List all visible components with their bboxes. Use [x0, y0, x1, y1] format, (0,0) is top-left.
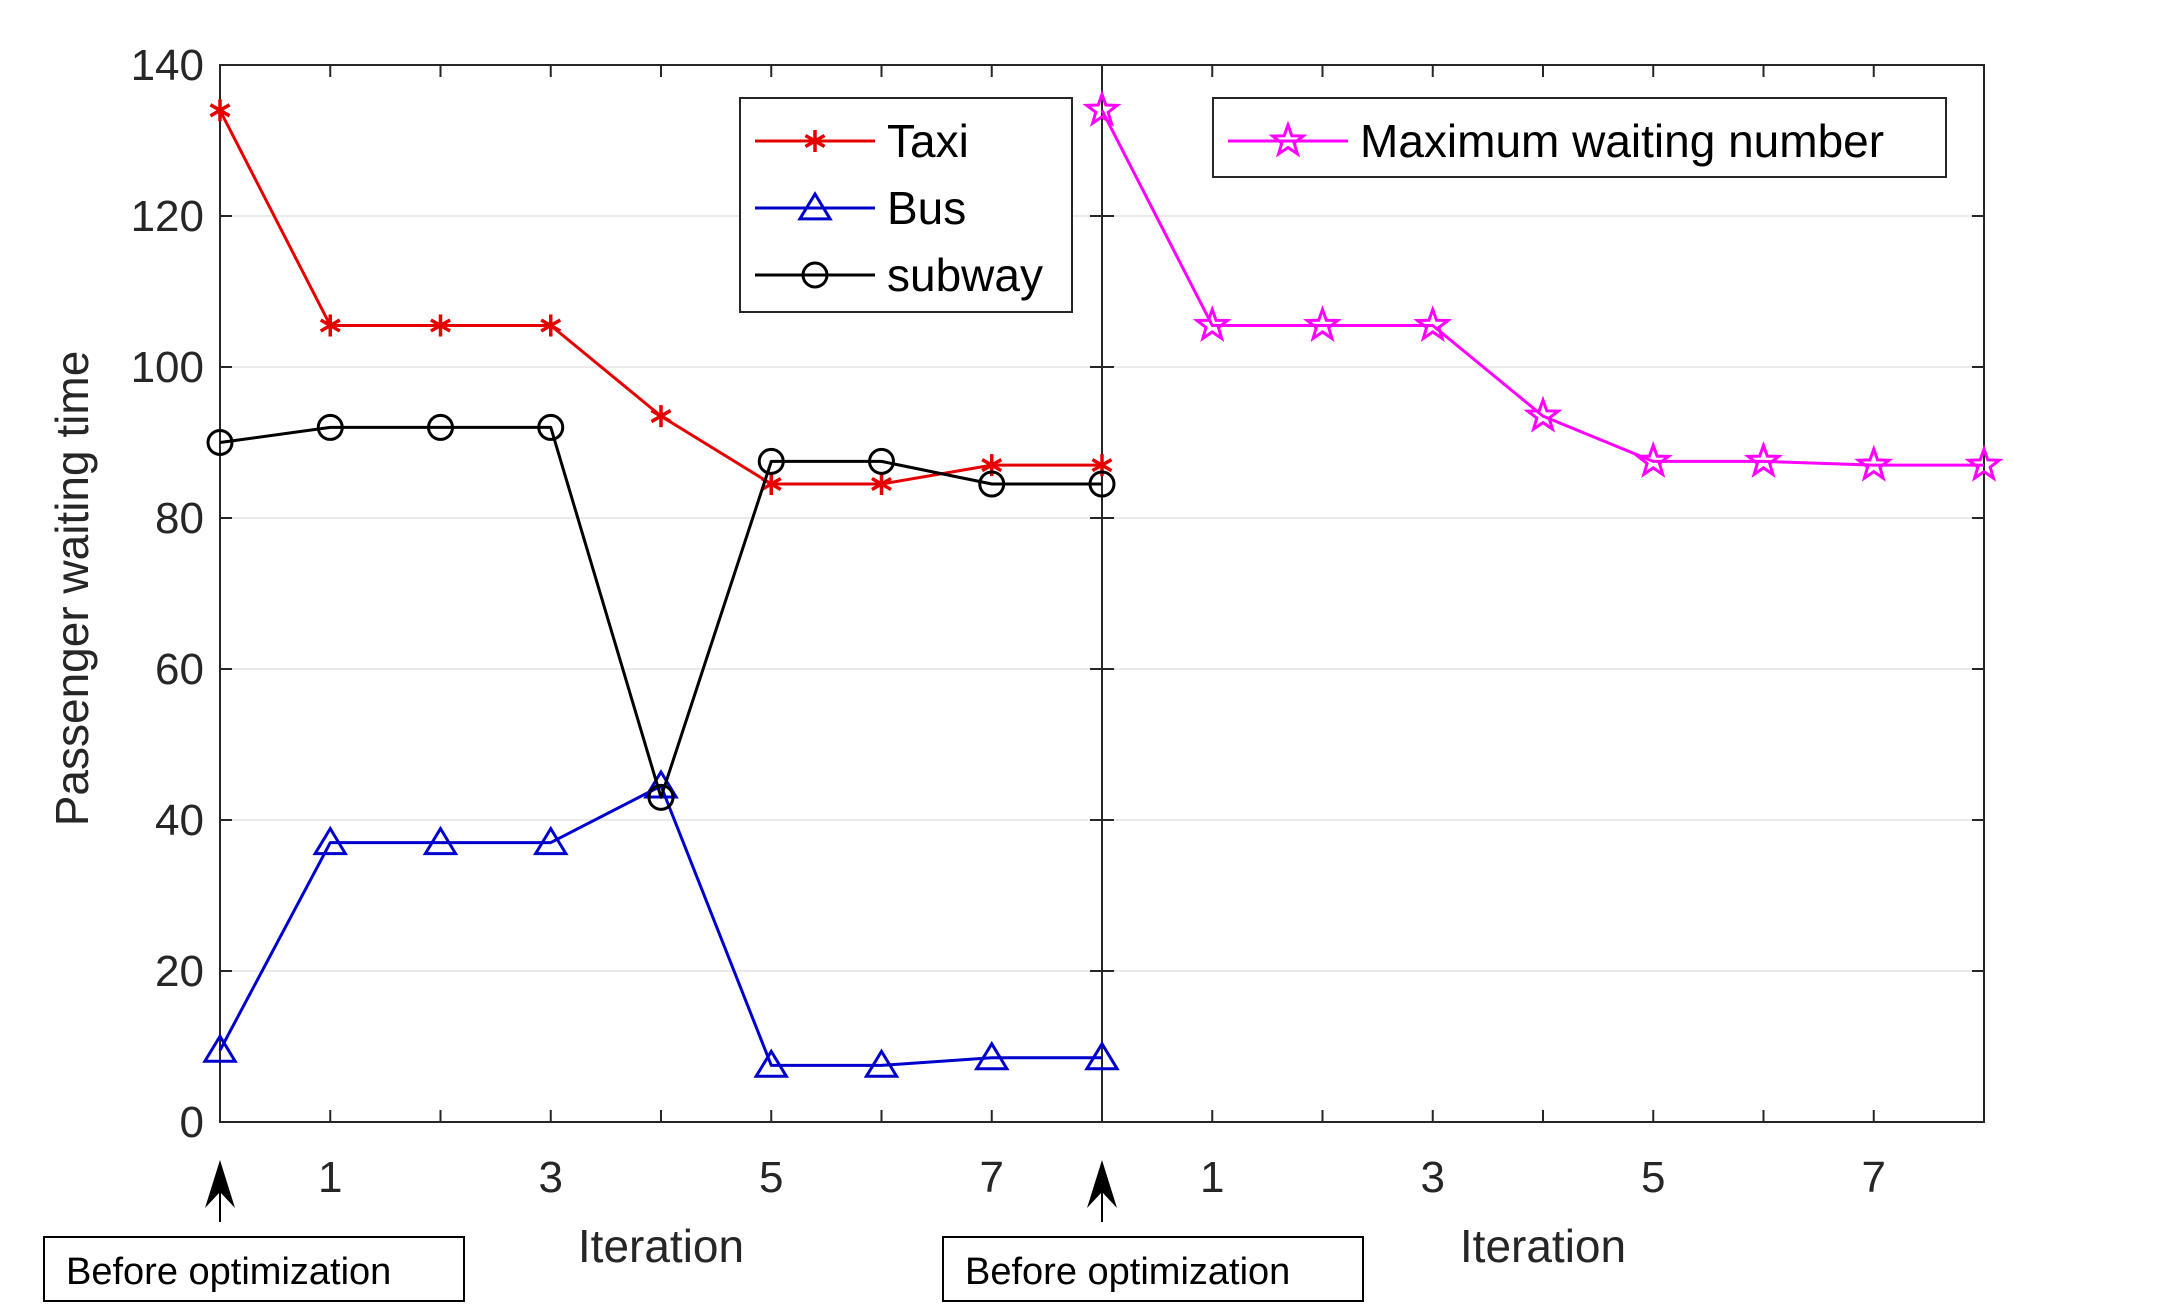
maximum-waiting-number-point — [1523, 395, 1563, 433]
right-panel-annotation: Before optimization — [942, 1160, 1364, 1302]
taxi-point — [319, 314, 341, 337]
y-tick-label: 60 — [155, 645, 204, 694]
y-tick-label: 140 — [131, 41, 204, 90]
taxi-point-strokes — [209, 99, 231, 122]
maximum-waiting-number-point — [1744, 440, 1783, 478]
subway-point — [206, 429, 234, 456]
bus-legend-marker — [797, 191, 833, 221]
taxi-point — [430, 314, 451, 337]
series-layer — [202, 89, 2004, 1078]
maximum-waiting-number-legend-label: Maximum waiting number — [1360, 115, 1884, 167]
left-panel-x-tick-label: 3 — [539, 1153, 563, 1202]
subway-point — [647, 783, 675, 811]
maximum-waiting-number-point — [1854, 444, 1894, 482]
subway-legend-marker — [801, 261, 829, 289]
subway-line — [219, 425, 1102, 799]
legend-layer: Taxi Bus subway Maximum waiting number — [739, 97, 1947, 313]
bus-point — [422, 825, 459, 856]
y-tick-label: 40 — [155, 796, 204, 845]
taxi-point-strokes — [540, 314, 562, 337]
bus-line — [218, 784, 1102, 1067]
y-tick-label: 20 — [155, 947, 204, 996]
bus-point — [863, 1048, 900, 1078]
maximum-waiting-number-legend-marker — [1268, 120, 1308, 158]
right-panel-x-tick-label: 3 — [1421, 1153, 1445, 1202]
left-panel-x-axis-title: Iteration — [578, 1220, 744, 1272]
taxi-point — [209, 99, 231, 122]
right-panel-x-tick-label: 7 — [1862, 1153, 1886, 1202]
right-panel-legend: Maximum waiting number — [1212, 97, 1947, 178]
y-tick-label: 100 — [131, 343, 204, 392]
right-panel-axes-box — [1101, 64, 1985, 1123]
left-panel-x-tick-label: 7 — [980, 1153, 1004, 1202]
subway-point — [427, 413, 454, 441]
left-panel-annotation-arrow-head — [205, 1160, 235, 1208]
y-tick-label: 80 — [155, 494, 204, 543]
maximum-waiting-number-point — [1192, 305, 1232, 343]
subway-point — [537, 413, 565, 441]
y-axis-title: Passenger waiting time — [46, 351, 98, 827]
right-panel-x-axis-title: Iteration — [1460, 1220, 1626, 1272]
right-panel-x-tick-label: 5 — [1641, 1153, 1665, 1202]
left-panel-x-tick-label: 5 — [759, 1153, 783, 1202]
subway-point — [868, 447, 895, 475]
left-panel-annotation-box — [43, 1236, 465, 1302]
bus-point — [312, 825, 349, 856]
taxi-legend-marker — [804, 130, 826, 152]
right-panel-legend-box — [1212, 97, 1947, 178]
y-tick-label: 0 — [180, 1098, 204, 1147]
subway-point — [1088, 470, 1116, 498]
right-panel-annotation-arrow-head — [1087, 1160, 1117, 1208]
axes-layer: 0 20 40 60 80 100 120 140 1 3 5 7 Iteration Passenger… — [46, 41, 1985, 1272]
maximum-waiting-number-line — [1100, 109, 1984, 467]
bus-legend-label: Bus — [887, 182, 966, 234]
subway-point — [316, 413, 344, 441]
bus-point — [973, 1040, 1010, 1071]
bus-point — [532, 825, 569, 856]
taxi-legend-marker-strokes — [804, 130, 826, 152]
taxi-point — [650, 405, 672, 428]
bus-point — [202, 1033, 238, 1063]
maximum-waiting-number-point — [1964, 444, 2004, 482]
taxi-point — [871, 473, 892, 496]
taxi-point-strokes — [650, 405, 672, 428]
left-panel-x-tick-label: 1 — [318, 1153, 342, 1202]
maximum-waiting-number-point — [1413, 305, 1453, 343]
maximum-waiting-number-point — [1082, 89, 1122, 127]
right-panel-annotation-text: Before optimization — [965, 1251, 1290, 1293]
left-panel-annotation: Before optimization — [43, 1160, 465, 1302]
taxi-point-strokes — [319, 314, 341, 337]
right-panel-annotation-box — [942, 1236, 1364, 1302]
annotation-layer: Before optimization Before optimization — [43, 1160, 1364, 1302]
right-panel-x-tick-label: 1 — [1200, 1153, 1224, 1202]
taxi-point-strokes — [430, 314, 451, 337]
grid-layer — [220, 215, 1984, 972]
bus-point — [753, 1048, 790, 1078]
y-tick-label: 120 — [131, 192, 204, 241]
taxi-legend-label: Taxi — [887, 115, 969, 167]
subway-point — [978, 470, 1006, 498]
taxi-point — [540, 314, 562, 337]
maximum-waiting-number-point — [1303, 305, 1342, 343]
subway-point — [757, 447, 785, 475]
bus-point — [1084, 1040, 1120, 1071]
taxi-point-strokes — [871, 473, 892, 496]
left-panel-annotation-text: Before optimization — [66, 1251, 391, 1293]
subway-legend-label: subway — [887, 249, 1043, 301]
maximum-waiting-number-point — [1633, 440, 1673, 478]
left-panel-legend: Taxi Bus subway — [739, 97, 1073, 313]
